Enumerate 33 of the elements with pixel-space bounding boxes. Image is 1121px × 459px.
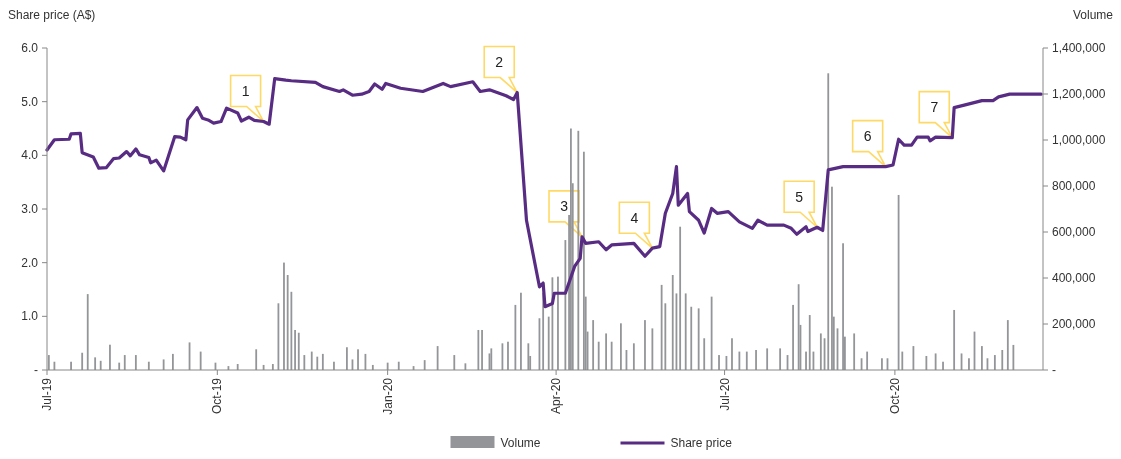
y2-tick-label: -	[1052, 363, 1056, 377]
y2-tick-label: 1,200,000	[1052, 87, 1106, 101]
annotation: 5	[795, 188, 804, 205]
y-axis-title: Share price (A$)	[8, 8, 96, 22]
y-tick-label: 6.0	[21, 41, 39, 55]
y2-tick-label: 200,000	[1052, 317, 1096, 331]
y2-tick-label: 600,000	[1052, 225, 1096, 239]
y-tick-label: 1.0	[21, 309, 39, 324]
x-tick-label: Jul-20	[717, 377, 732, 411]
y2-tick-label: 400,000	[1052, 271, 1096, 285]
annotation: 7	[930, 99, 939, 116]
line-series	[45, 76, 1043, 309]
x-tick-label: Jan-20	[380, 377, 395, 415]
y-tick-label: 5.0	[21, 94, 39, 109]
y2-tick-label: 1,000,000	[1052, 133, 1106, 147]
annotation: 3	[560, 198, 569, 215]
y-tick-label: 4.0	[21, 148, 39, 163]
annotation: 2	[495, 54, 504, 71]
x-tick-label: Jul-19	[40, 377, 54, 411]
y-tick-label: 2.0	[21, 255, 39, 270]
y-tick-label: -	[34, 363, 38, 377]
y2-tick-label: 1,400,000	[1052, 41, 1106, 55]
legend-label: Volume	[500, 436, 541, 450]
annotation: 4	[630, 209, 639, 226]
x-tick-label: Oct-19	[210, 377, 225, 415]
legend-label: Share price	[670, 436, 733, 450]
annotation: 1	[241, 83, 250, 100]
annotation: 6	[863, 128, 872, 145]
x-tick-label: Apr-20	[549, 377, 564, 415]
y2-axis-title: Volume	[1072, 8, 1114, 22]
x-tick-label: Oct-20	[887, 377, 902, 415]
y2-tick-label: 800,000	[1052, 179, 1096, 193]
y-tick-label: 3.0	[21, 202, 39, 216]
